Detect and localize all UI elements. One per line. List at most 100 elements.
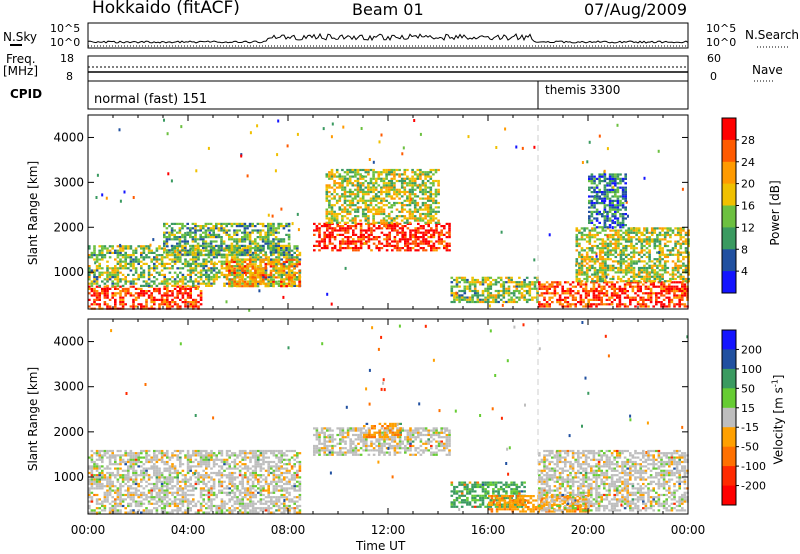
echo-cell [548,283,551,286]
echo-cell [622,247,625,250]
echo-cell [587,301,590,304]
echo-cell [621,177,625,180]
echo-cell [101,509,104,512]
echo-cell [592,296,596,299]
echo-cell [181,301,185,304]
echo-cell [636,303,640,306]
echo-cell [212,249,215,252]
echo-cell [585,251,589,254]
echo-cell [375,244,378,247]
echo-cell [627,266,631,270]
echo-cell [344,240,347,243]
echo-cell [295,278,299,281]
echo-cell [416,175,420,178]
echo-cell [315,227,319,230]
echo-cell [108,245,112,248]
echo-cell [393,238,397,241]
echo-cell [391,244,394,247]
echo-cell [621,193,625,196]
echo-cell [575,258,579,261]
echo-cell [385,215,388,218]
echo-cell [230,238,234,241]
echo-cell [101,292,104,295]
echo-cell [583,255,586,259]
echo-cell [663,227,667,230]
echo-cell [330,215,334,218]
echo-cell [199,238,202,241]
echo-cell [155,271,159,274]
echo-cell [192,280,195,283]
echo-cell [380,247,384,250]
echo-cell [635,238,638,241]
cpid-segment-2-label: themis 3300 [545,83,621,97]
echo-cell [140,284,143,287]
echo-cell [540,303,544,306]
echo-cell [210,245,213,248]
echo-cell [642,296,645,299]
echo-cell [212,282,216,285]
echo-speck [533,145,536,149]
echo-cell [98,482,101,486]
echo-cell [378,242,381,245]
echo-cell [616,296,619,299]
echo-cell [287,278,291,281]
echo-cell [346,177,349,180]
echo-cell [372,195,375,198]
echo-cell [98,251,101,254]
echo-cell [634,292,637,295]
echo-cell [354,244,358,247]
echo-cell [669,249,672,252]
echo-cell [614,238,618,241]
echo-cell [339,242,342,245]
echo-cell [580,238,584,241]
echo-cell [217,233,221,236]
echo-cell [382,182,386,185]
echo-cell [189,262,192,265]
echo-cell [597,294,601,297]
echo-cell [163,280,166,283]
echo-cell [207,276,211,279]
echo-cell [382,197,386,200]
echo-cell [621,204,625,207]
echo-cell [181,278,185,281]
x-axis-title: Time UT [356,539,406,553]
echo-speck [401,152,404,156]
echo-cell [173,284,177,287]
echo-cell [406,219,409,222]
nave-tick-top: 60 [707,52,721,65]
echo-cell [621,221,625,224]
echo-cell [356,171,360,174]
echo-cell [601,269,605,272]
echo-cell [682,269,685,272]
echo-cell [558,283,562,286]
echo-cell [676,255,680,259]
echo-cell [416,210,420,213]
echo-cell [176,305,179,308]
echo-cell [233,229,236,232]
echo-cell [380,199,383,202]
echo-cell [259,278,262,281]
echo-cell [168,254,172,257]
echo-cell [674,264,677,267]
echo-cell [528,298,532,301]
echo-cell [558,281,562,284]
echo-cell [583,264,586,267]
echo-cell [566,292,570,295]
echo-cell [215,267,218,270]
echo-cell [238,276,242,279]
echo-cell [671,253,675,256]
echo-cell [277,276,281,279]
echo-cell [344,229,347,232]
echo-cell [155,290,159,293]
echo-cell [582,301,585,304]
echo-cell [328,225,332,228]
echo-cell [127,254,130,257]
echo-cell [601,191,604,194]
echo-cell [323,247,326,250]
echo-cell [450,294,454,297]
echo-cell [277,227,280,230]
echo-cell [652,292,655,295]
echo-cell [621,226,625,229]
echo-cell [640,266,644,270]
echo-cell [116,262,120,265]
